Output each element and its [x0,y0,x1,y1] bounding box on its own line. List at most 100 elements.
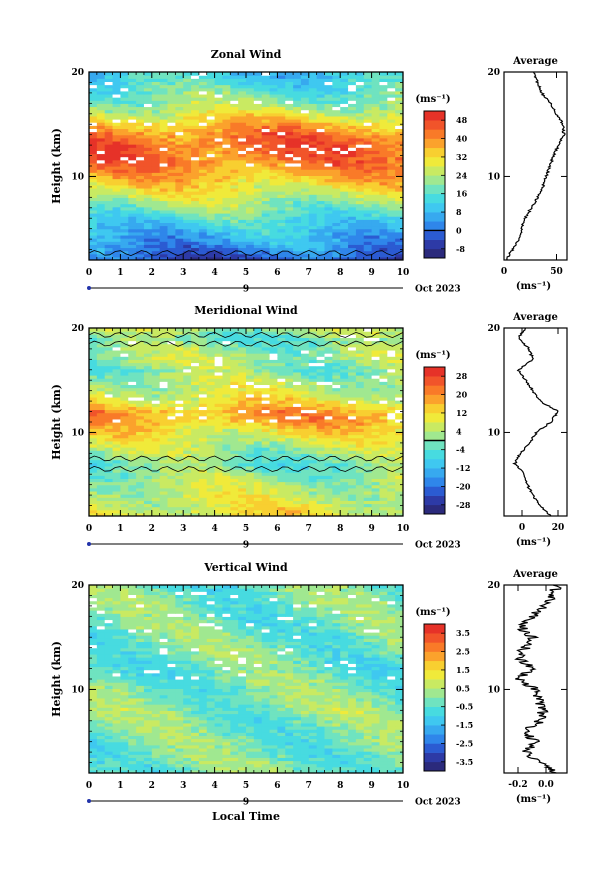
heatmap-cell [308,156,318,161]
heatmap-cell [293,175,302,180]
heatmap-cell [136,197,145,202]
heatmap-cell [363,487,373,492]
heatmap-cell [183,256,192,260]
heatmap-cell [269,365,278,370]
heatmap-cell [175,90,184,95]
heatmap-cell [159,368,169,373]
heatmap-cell [308,122,318,126]
heatmap-cell [308,481,318,486]
heatmap-cell [293,434,302,439]
average-x-tick-label: 50 [550,267,563,277]
heatmap-cell [120,87,129,92]
heatmap-cell [120,487,129,492]
heatmap-cell [104,200,114,205]
heatmap-cell [261,172,271,176]
heatmap-cell [371,428,381,432]
heatmap-cell [363,184,373,189]
heatmap-cell [379,134,388,139]
heatmap-cell [363,93,373,98]
heatmap-cell [198,78,208,82]
heatmap-cell [246,512,255,516]
heatmap-cell [198,125,208,129]
heatmap-cell [167,103,176,108]
heatmap-cell [293,378,302,382]
heatmap-cell [136,97,145,101]
heatmap-cell [230,428,239,432]
heatmap-cell [167,169,176,173]
heatmap-cell [136,153,145,158]
heatmap-cell [246,453,255,458]
heatmap-cell [89,200,98,205]
heatmap-cell [214,119,224,123]
heatmap-cell [379,334,388,338]
heatmap-cell [348,509,357,514]
heatmap-cell [238,409,247,414]
heatmap-cell [175,328,184,332]
heatmap-cell [175,228,184,233]
y-tick-label: 20 [71,68,84,78]
heatmap-cell [238,390,247,395]
heatmap-cell [175,103,184,108]
heatmap-cell [348,253,357,258]
heatmap-cell [395,144,403,148]
heatmap-cell [128,447,137,451]
heatmap-cell [324,125,333,129]
heatmap-cell [340,150,349,155]
heatmap-cell [332,134,341,139]
heatmap-cell [285,206,294,211]
heatmap-cell [348,396,357,401]
heatmap-cell [120,462,129,467]
heatmap-cell [379,431,388,436]
heatmap-cell [387,187,396,192]
heatmap-cell [324,334,333,338]
heatmap-cell [293,122,302,126]
heatmap-cell [316,172,326,176]
heatmap-cell [206,213,216,217]
heatmap-cell [293,359,302,364]
heatmap-cell [340,81,349,86]
heatmap-cell [206,478,216,483]
heatmap-cell [371,90,381,95]
heatmap-cell [387,512,396,516]
heatmap-cell [175,431,184,436]
heatmap-cell [300,213,310,217]
heatmap-cell [230,84,239,89]
heatmap-cell [363,437,373,442]
heatmap-cell [230,219,239,223]
heatmap-cell [120,396,129,401]
heatmap-cell [175,349,184,354]
heatmap-cell [222,378,231,382]
heatmap-cell [395,362,403,367]
heatmap-cell [371,119,381,123]
heatmap-cell [183,490,192,495]
heatmap-cell [277,378,286,382]
heatmap-cell [183,434,192,439]
heatmap-cell [363,84,373,89]
heatmap-cell [332,225,341,230]
heatmap-cell [238,500,247,505]
heatmap-cell [167,213,176,217]
heatmap-cell [277,331,286,335]
heatmap-cell [96,162,106,167]
heatmap-cell [269,87,278,92]
heatmap-cell [379,206,388,211]
heatmap-cell [363,103,373,108]
heatmap-cell [143,393,153,398]
heatmap-cell [230,78,239,82]
heatmap-cell [214,340,224,345]
heatmap-cell [285,213,294,217]
heatmap-cell [293,484,302,489]
heatmap-cell [348,100,357,104]
heatmap-cell [136,200,145,205]
heatmap-cell [340,72,349,76]
heatmap-cell [167,140,176,145]
heatmap-cell [293,415,302,420]
heatmap-cell [136,428,145,432]
heatmap-cell [246,78,255,82]
heatmap-cell [293,328,302,332]
heatmap-cell [316,191,326,195]
heatmap-cell [198,169,208,173]
heatmap-cell [253,475,263,479]
heatmap-cell [246,112,255,117]
heatmap-cell [363,393,373,398]
